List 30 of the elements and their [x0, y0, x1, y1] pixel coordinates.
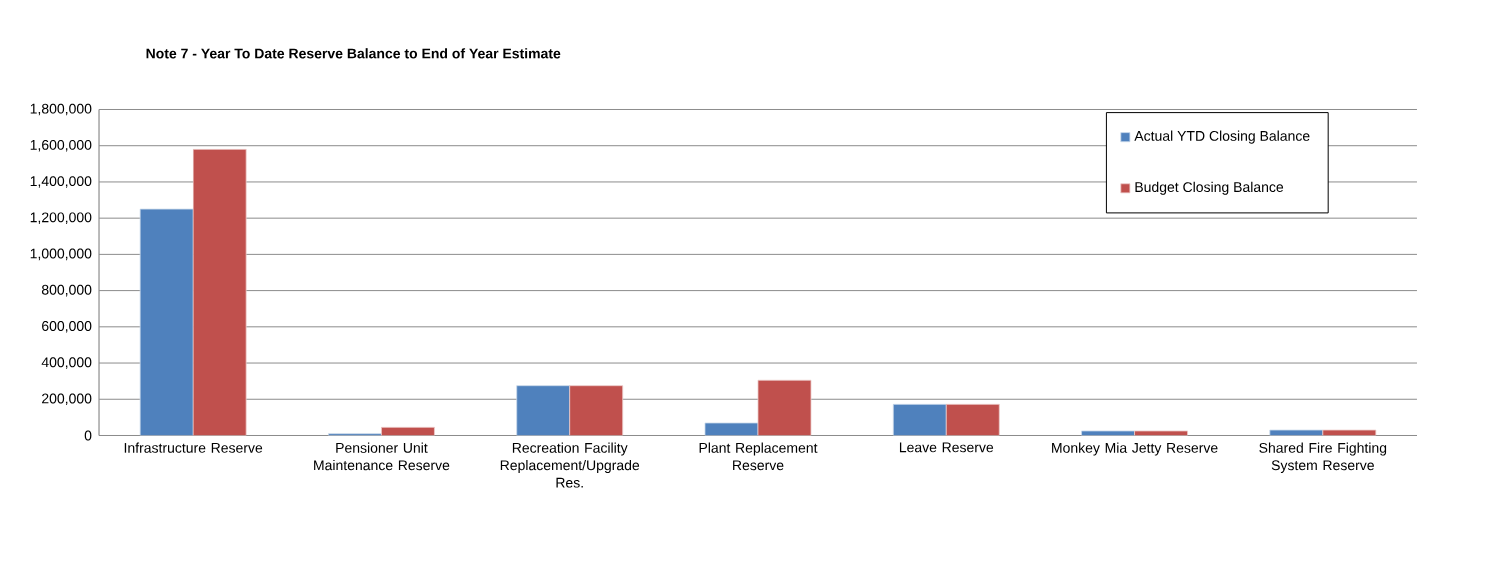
bar — [757, 379, 812, 436]
x-tick-label: Recreation Facility Replacement/Upgrade Res. — [500, 442, 640, 488]
y-tick-label: 400,000 — [41, 357, 92, 369]
bar — [945, 403, 1000, 436]
bar — [1134, 430, 1188, 436]
bar — [381, 426, 435, 436]
y-tick-label: 1,200,000 — [30, 212, 92, 224]
legend-label: Actual YTD Closing Balance — [1134, 130, 1310, 144]
y-tick-label: 1,400,000 — [30, 176, 92, 188]
y-tick-label: 1,600,000 — [30, 139, 92, 152]
x-tick-label: Pensioner Unit Maintenance Reserve — [314, 442, 450, 471]
x-tick-label: Shared Fire Fighting System Reserve — [1259, 442, 1387, 474]
bar — [192, 148, 247, 436]
chart-title: Note 7 - Year To Date Reserve Balance to End of Year Estimate — [146, 48, 561, 59]
bar — [516, 385, 571, 436]
y-tick-label: 800,000 — [41, 284, 92, 297]
y-tick-label: 1,000,000 — [30, 248, 92, 261]
x-tick-label: Plant Replacement Reserve — [699, 442, 818, 471]
bar — [139, 208, 194, 436]
y-tick-label: 1,800,000 — [30, 103, 92, 116]
x-tick-label: Monkey Mia Jetty Reserve — [1052, 442, 1218, 456]
x-tick-label: Infrastructure Reserve — [124, 442, 263, 453]
y-tick-label: 200,000 — [42, 393, 92, 406]
bar — [1322, 429, 1377, 436]
bar — [892, 403, 947, 436]
bar — [569, 385, 624, 436]
x-tick-label: Leave Reserve — [899, 442, 994, 453]
y-tick-label: 0 — [84, 430, 92, 441]
y-tick-label: 600,000 — [42, 321, 92, 333]
legend-label: Budget Closing Balance — [1135, 181, 1284, 195]
